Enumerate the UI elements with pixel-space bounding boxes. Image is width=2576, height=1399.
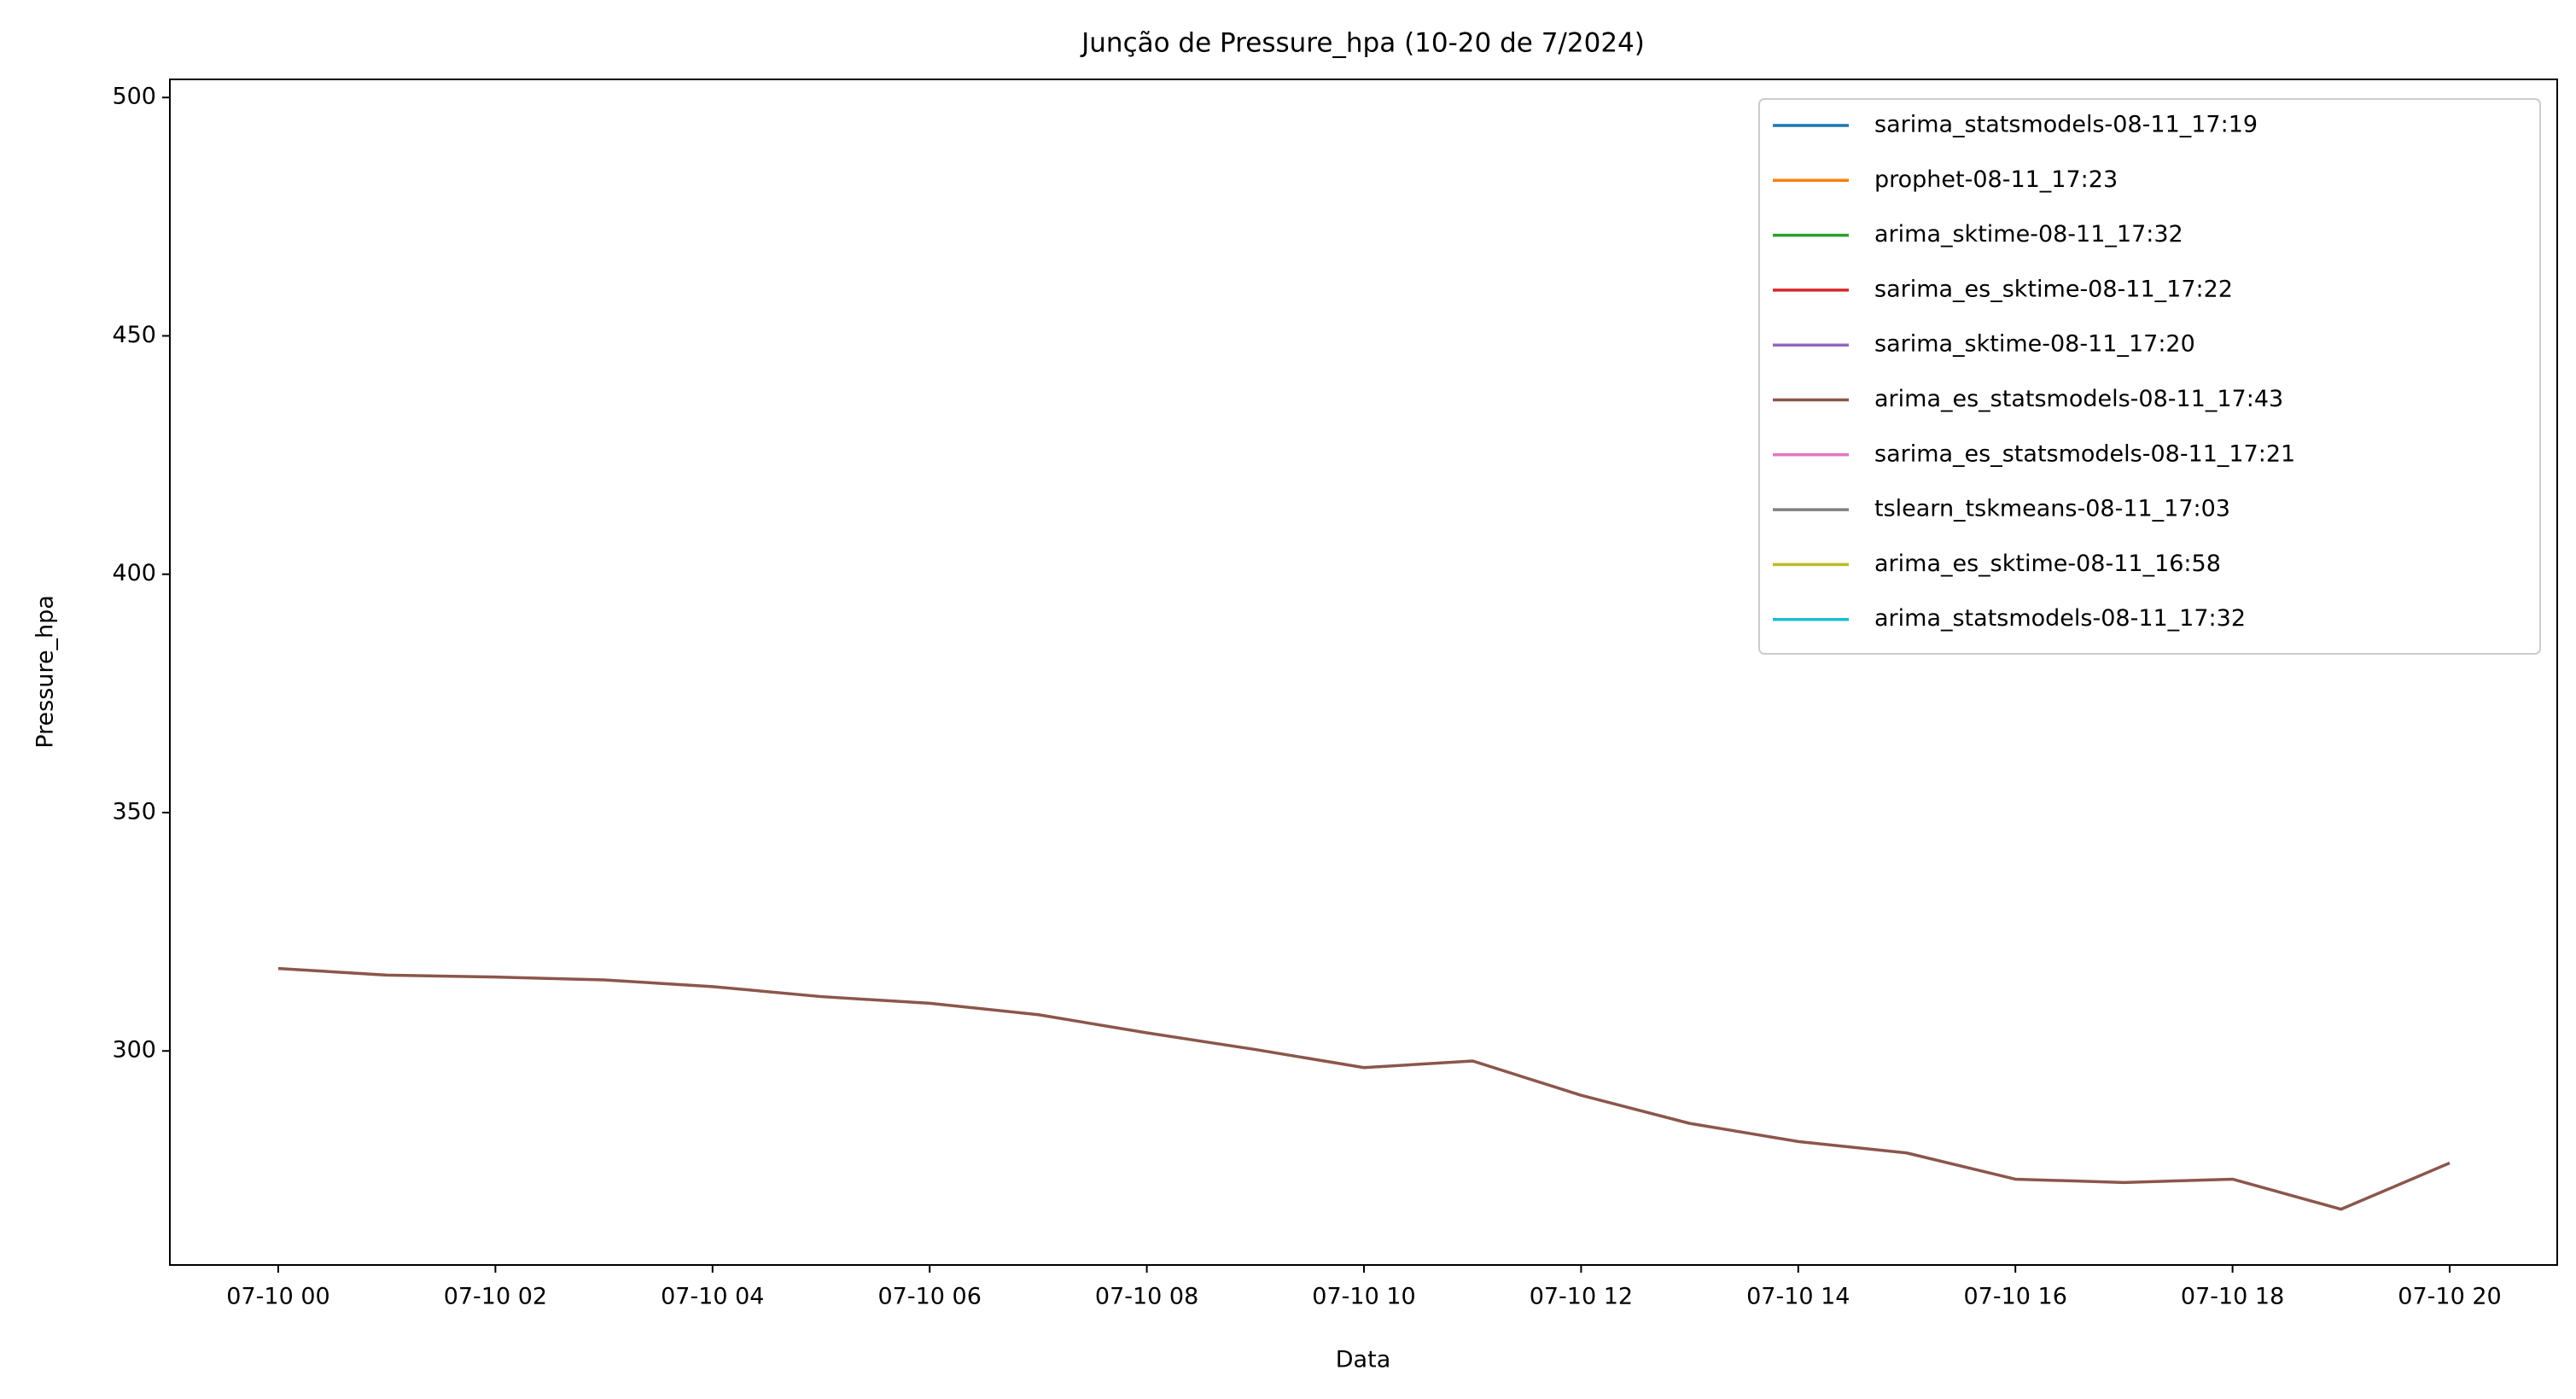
legend-label: arima_statsmodels-08-11_17:32 [1874, 605, 2246, 632]
legend-label: sarima_statsmodels-08-11_17:19 [1874, 112, 2258, 138]
chart-title: Junção de Pressure_hpa (10-20 de 7/2024) [1080, 28, 1645, 59]
series-line [277, 966, 2451, 1211]
legend-label: tslearn_tskmeans-08-11_17:03 [1874, 496, 2230, 522]
x-tick-label: 07-10 12 [1530, 1284, 1633, 1310]
x-tick-label: 07-10 08 [1095, 1284, 1198, 1310]
x-tick-label: 07-10 06 [877, 1284, 981, 1310]
legend-label: arima_es_sktime-08-11_16:58 [1874, 551, 2221, 577]
legend-label: arima_sktime-08-11_17:32 [1874, 221, 2183, 248]
y-tick-label: 300 [112, 1037, 156, 1064]
x-axis-label: Data [1336, 1347, 1390, 1373]
x-tick-label: 07-10 04 [661, 1284, 764, 1310]
y-tick-label: 500 [112, 84, 156, 110]
x-tick-label: 07-10 00 [226, 1284, 329, 1310]
x-tick-label: 07-10 10 [1312, 1284, 1415, 1310]
y-axis-label: Pressure_hpa [32, 595, 59, 749]
x-tick-label: 07-10 18 [2181, 1284, 2284, 1310]
legend-label: sarima_es_statsmodels-08-11_17:21 [1874, 440, 2295, 467]
y-tick-label: 450 [112, 322, 156, 348]
x-tick-label: 07-10 02 [444, 1284, 547, 1310]
legend-label: sarima_sktime-08-11_17:20 [1874, 331, 2195, 358]
legend-label: arima_es_statsmodels-08-11_17:43 [1874, 386, 2283, 412]
legend-box [1758, 98, 2541, 655]
x-tick-label: 07-10 16 [1963, 1284, 2066, 1310]
legend-label: sarima_es_sktime-08-11_17:22 [1874, 276, 2233, 302]
x-tick-label: 07-10 14 [1746, 1284, 1850, 1310]
y-tick-label: 350 [112, 798, 156, 825]
x-tick-label: 07-10 20 [2398, 1284, 2501, 1310]
plot-frame [169, 79, 2558, 1266]
y-tick-label: 400 [112, 560, 156, 586]
legend-label: prophet-08-11_17:23 [1874, 166, 2118, 193]
